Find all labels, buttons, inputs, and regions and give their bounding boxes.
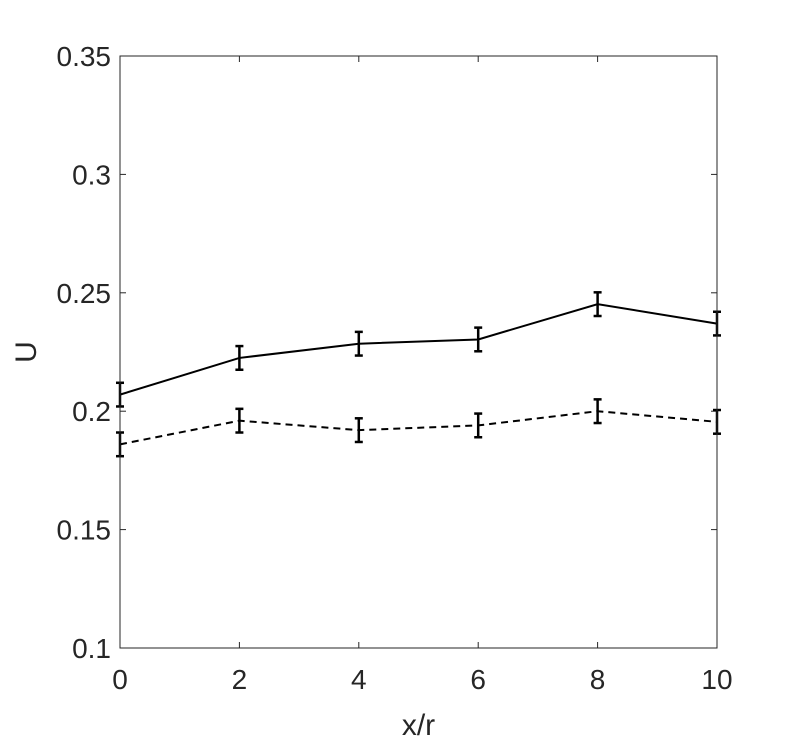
x-tick-label: 4 (351, 664, 367, 695)
plot-frame (119, 55, 718, 649)
x-tick-label: 6 (470, 664, 486, 695)
x-tick-label: 2 (232, 664, 248, 695)
series-line-2 (119, 410, 718, 446)
x-tick-label: 8 (590, 664, 606, 695)
y-tick-label: 0.3 (72, 159, 111, 190)
x-tick-label: 10 (701, 664, 732, 695)
y-tick-label: 0.15 (57, 515, 112, 546)
y-tick-label: 0.2 (72, 396, 111, 427)
y-axis-label: U (10, 341, 43, 363)
error-bar (593, 291, 602, 318)
error-bar (474, 326, 483, 353)
error-bar (354, 330, 363, 357)
x-tick-label: 0 (112, 664, 128, 695)
error-bar (593, 398, 602, 425)
x-axis-label: x/r (402, 709, 435, 742)
error-bar (354, 417, 363, 444)
plot-area (120, 56, 717, 648)
error-bar (235, 407, 244, 434)
error-bar (235, 344, 244, 372)
series-line-1 (119, 303, 718, 396)
error-bar (474, 412, 483, 439)
y-tick-label: 0.25 (57, 278, 112, 309)
y-tick-label: 0.1 (72, 633, 111, 664)
y-tick-label: 0.35 (57, 41, 112, 72)
